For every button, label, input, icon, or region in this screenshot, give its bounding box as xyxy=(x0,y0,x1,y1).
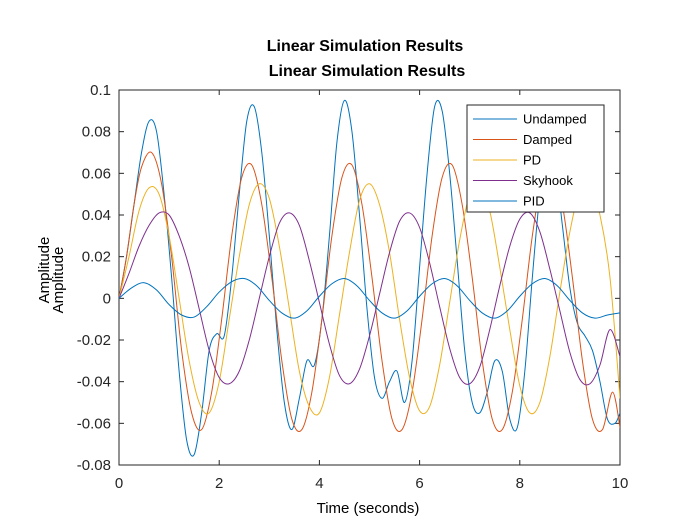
x-tick-label: 0 xyxy=(115,475,123,492)
y-axis-label-line-1: Amplitude xyxy=(36,237,53,304)
series-line-damped xyxy=(119,151,620,432)
y-tick-label: 0.1 xyxy=(90,82,111,99)
tick-labels: 0 2 4 6 8 10 -0.08 -0.06 -0.04 -0.02 0 0.02 0.04 0.06… xyxy=(77,82,629,492)
y-tick-label: 0.06 xyxy=(82,165,111,182)
legend-box xyxy=(466,104,605,213)
y-tick-label: 0.04 xyxy=(82,207,111,224)
x-tick-label: 6 xyxy=(415,475,423,492)
chart-title-line-1: Linear Simulation Results xyxy=(267,38,464,55)
y-axis-label-line-2: Amplitude xyxy=(50,247,67,314)
series-line-pid xyxy=(119,277,620,319)
y-tick-label: 0.08 xyxy=(82,124,111,141)
series-group xyxy=(119,99,620,457)
y-tick-label: -0.08 xyxy=(77,457,111,474)
legend-label-pid: PID xyxy=(523,194,545,209)
chart-title-line-2: Linear Simulation Results xyxy=(269,63,466,80)
legend-label-undamped: Undamped xyxy=(523,112,587,127)
legend-label-skyhook: Skyhook xyxy=(523,173,573,188)
y-tick-label: -0.06 xyxy=(77,415,111,432)
legend-label-pd: PD xyxy=(523,153,541,168)
x-tick-label: 10 xyxy=(612,475,629,492)
x-tick-label: 4 xyxy=(315,475,323,492)
x-tick-label: 2 xyxy=(215,475,223,492)
series-line-pd xyxy=(119,181,620,416)
legend: Undamped Damped PD Skyhook PID xyxy=(466,104,605,213)
series-line-undamped xyxy=(119,99,620,457)
x-axis-label: Time (seconds) xyxy=(317,500,420,517)
series-line-skyhook xyxy=(119,211,620,386)
y-tick-label: -0.04 xyxy=(77,374,111,391)
x-tick-label: 8 xyxy=(516,475,524,492)
y-tick-label: 0 xyxy=(103,290,111,307)
y-tick-label: -0.02 xyxy=(77,332,111,349)
legend-label-damped: Damped xyxy=(523,132,572,147)
y-tick-label: 0.02 xyxy=(82,249,111,266)
